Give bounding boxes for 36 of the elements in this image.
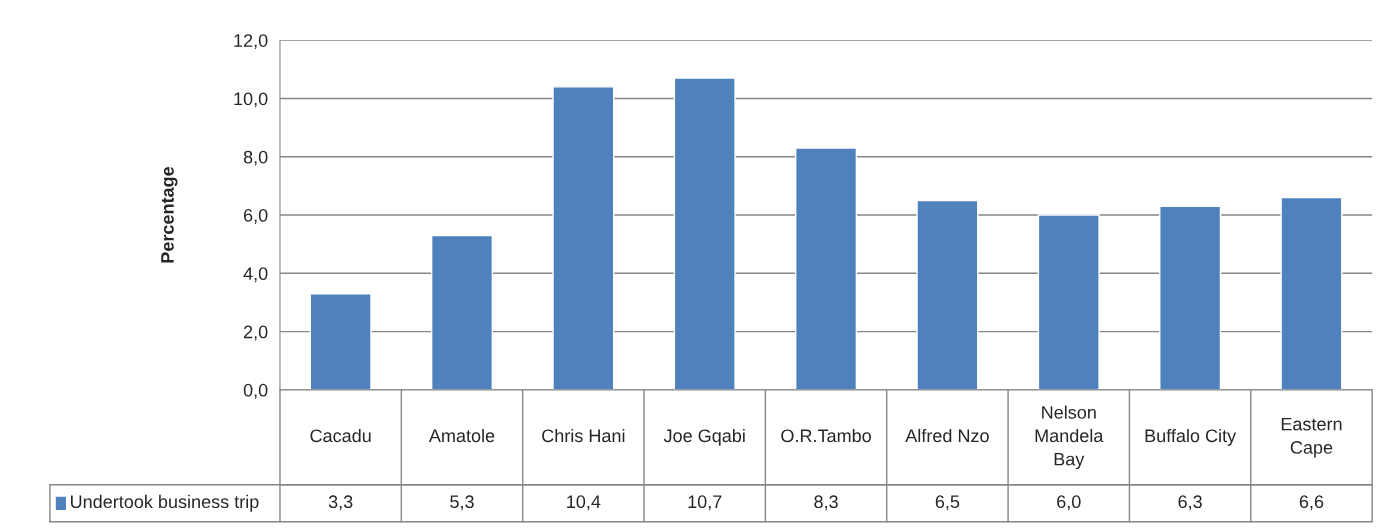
legend-label: Undertook business trip xyxy=(70,494,259,512)
y-tick-label: 2,0 xyxy=(243,325,268,341)
data-label: 8,3 xyxy=(814,495,838,511)
x-tick-label: Joe Gqabi xyxy=(663,428,745,446)
bar xyxy=(795,147,858,390)
x-tick-label: Cacadu xyxy=(310,428,371,443)
y-tick-label: 0,0 xyxy=(243,383,268,399)
data-label: 6,5 xyxy=(935,495,960,511)
x-tick-label: Buffalo City xyxy=(1145,428,1237,446)
y-tick-label: 10,0 xyxy=(234,92,268,108)
x-tick-label: Chris Hani xyxy=(542,428,625,443)
bar xyxy=(309,293,372,390)
y-tick-label: 4,0 xyxy=(243,267,268,283)
y-tick-label: 12,0 xyxy=(234,34,268,50)
y-axis-title: Percentage xyxy=(161,166,178,263)
data-label: 10,7 xyxy=(688,495,722,511)
bar xyxy=(430,234,494,390)
bar xyxy=(1159,205,1222,390)
bar xyxy=(1280,196,1343,390)
x-tick-label: Eastern Cape xyxy=(1281,417,1342,458)
bar xyxy=(552,86,615,390)
data-label: 6,0 xyxy=(1057,495,1081,511)
data-label: 3,3 xyxy=(328,495,353,511)
x-tick-label: Amatole xyxy=(428,428,495,443)
y-tick-label: 8,0 xyxy=(243,150,268,166)
y-tick-label: 6,0 xyxy=(243,208,268,224)
data-label: 6,6 xyxy=(1299,495,1324,511)
x-tick-label: O.R.Tambo xyxy=(781,428,871,443)
x-tick-label: Nelson Mandela Bay xyxy=(1035,405,1104,470)
bar xyxy=(1037,214,1100,390)
bar xyxy=(916,199,979,390)
data-label: 10,4 xyxy=(567,495,601,511)
x-tick-label: Alfred Nzo xyxy=(905,428,989,443)
data-label: 5,3 xyxy=(450,495,474,511)
bar xyxy=(673,77,736,390)
data-label: 6,3 xyxy=(1178,495,1202,511)
